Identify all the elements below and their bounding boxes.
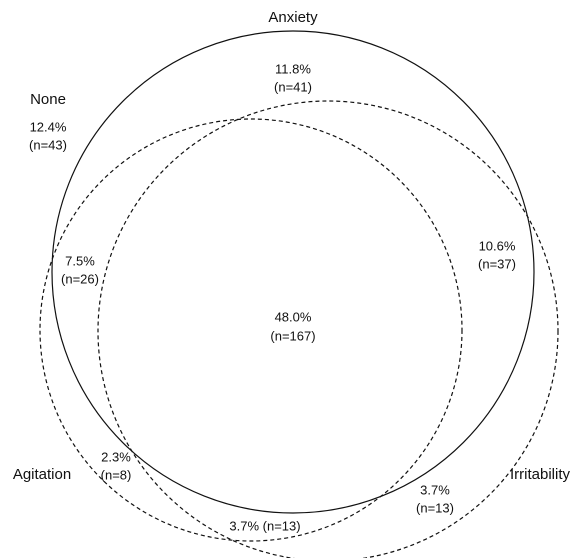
set-label: Anxiety [268,9,318,26]
irritability-circle [97,100,559,558]
region-label: (n=43) [29,137,67,152]
set-label: Agitation [13,466,71,483]
set-label: None [30,91,66,108]
region-label: 3.7% (n=13) [229,518,300,533]
region-label: (n=37) [478,256,516,271]
agitation-circle [39,118,463,542]
region-label: 7.5% [65,253,95,268]
region-label: (n=167) [270,328,315,343]
region-label: (n=41) [274,79,312,94]
region-label: 12.4% [30,119,67,134]
region-label: (n=26) [61,271,99,286]
region-label: 2.3% [101,449,131,464]
anxiety-circle [51,30,535,514]
set-label: Irritability [510,466,571,483]
region-label: (n=13) [416,500,454,515]
region-label: (n=8) [101,467,132,482]
region-label: 3.7% [420,482,450,497]
region-label: 11.8% [275,61,311,76]
region-label: 48.0% [275,309,312,324]
region-label: 10.6% [479,238,516,253]
